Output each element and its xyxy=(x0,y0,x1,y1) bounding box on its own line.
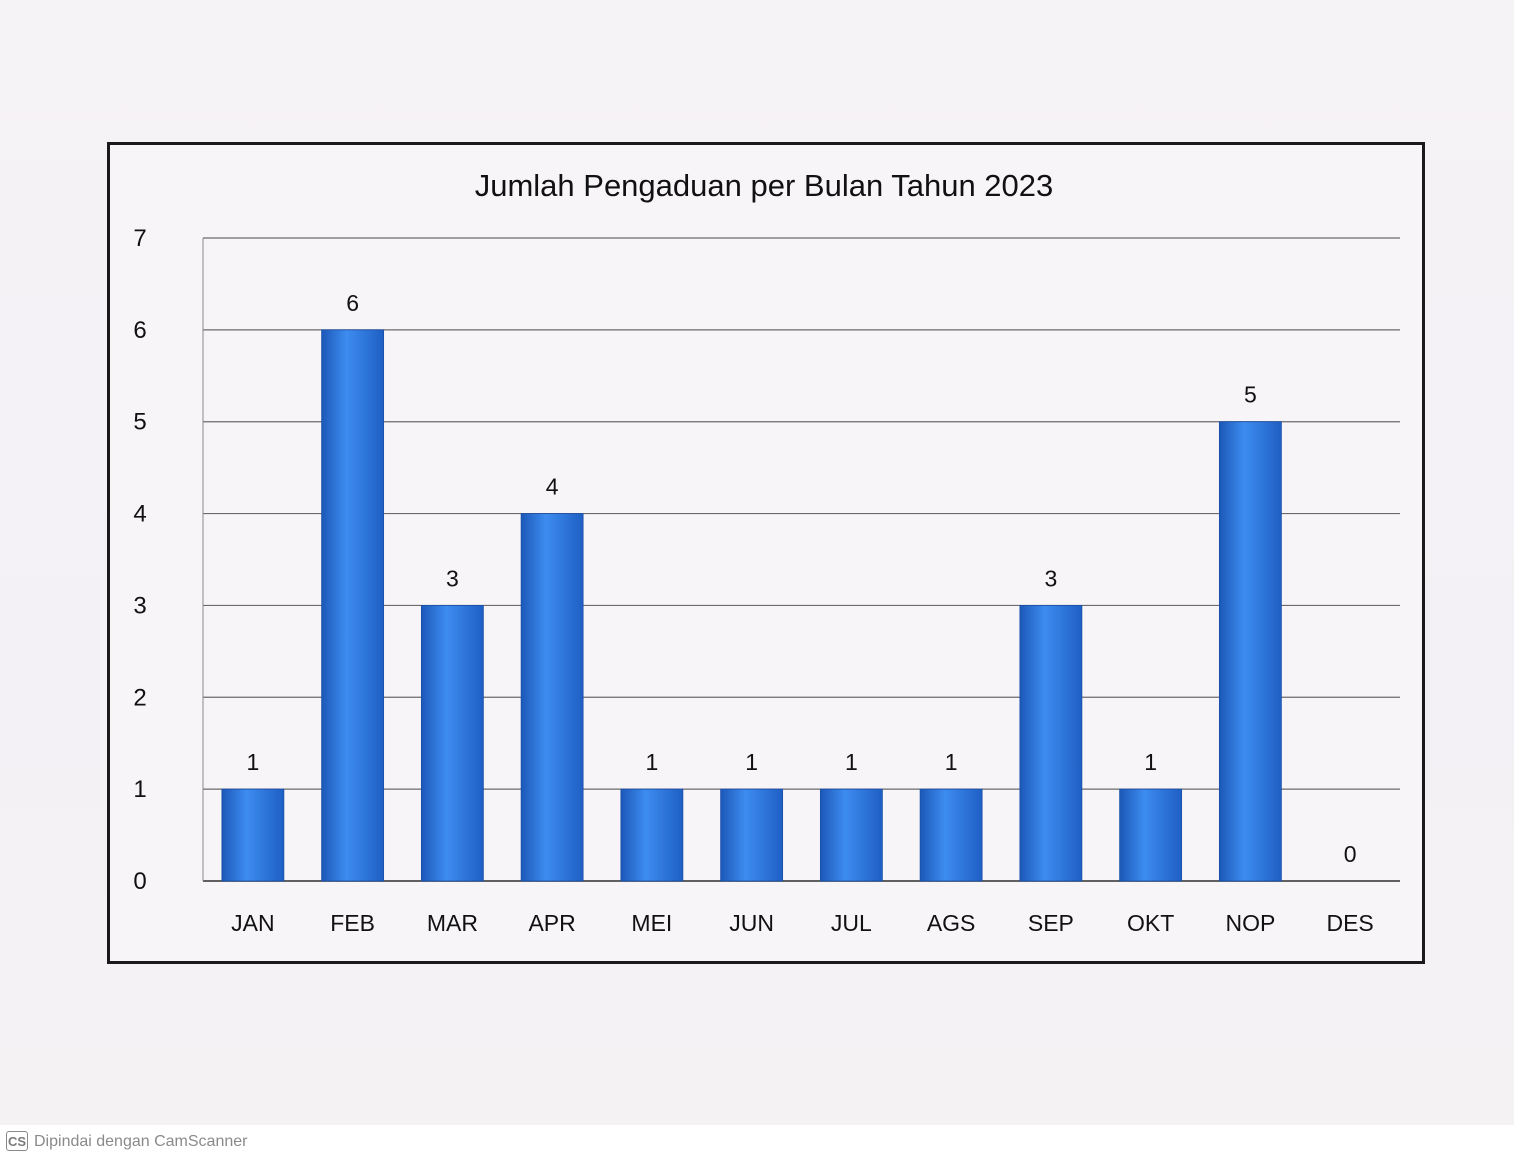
bar-jun xyxy=(720,788,784,882)
bar-chart: Jumlah Pengaduan per Bulan Tahun 2023 01… xyxy=(133,168,1400,936)
bar-mar xyxy=(420,605,484,882)
data-label-nop: 5 xyxy=(1244,382,1257,408)
y-tick-label: 1 xyxy=(133,776,146,803)
bar-apr xyxy=(520,513,584,882)
x-tick-label-apr: APR xyxy=(528,910,575,936)
bar-ags xyxy=(919,788,983,882)
x-axis-ticks: JAN FEB MAR APR MEI JUN JUL AGS SEP OKT NOP DES xyxy=(231,910,1374,936)
y-tick-label: 2 xyxy=(133,684,146,711)
y-tick-label: 5 xyxy=(133,409,146,436)
x-tick-label-des: DES xyxy=(1326,910,1373,936)
bar-jul xyxy=(819,788,883,882)
gridlines xyxy=(202,237,1400,882)
x-tick-label-feb: FEB xyxy=(330,910,375,936)
data-label-sep: 3 xyxy=(1044,565,1057,591)
bar-okt xyxy=(1119,788,1183,882)
x-tick-label-mei: MEI xyxy=(631,910,672,936)
y-tick-label: 3 xyxy=(133,592,146,619)
data-label-apr: 4 xyxy=(546,474,559,500)
data-label-mar: 3 xyxy=(446,565,459,591)
scanner-footer xyxy=(0,1125,1514,1160)
bar-jan xyxy=(221,788,285,882)
data-label-jul: 1 xyxy=(845,749,858,775)
scanner-watermark-text: Dipindai dengan CamScanner xyxy=(34,1133,248,1150)
data-label-feb: 6 xyxy=(346,290,359,316)
chart-title: Jumlah Pengaduan per Bulan Tahun 2023 xyxy=(475,168,1054,203)
data-label-des: 0 xyxy=(1344,841,1357,867)
bar-feb xyxy=(321,329,385,882)
y-tick-label: 7 xyxy=(133,225,146,252)
x-tick-label-jan: JAN xyxy=(231,910,274,936)
x-tick-label-okt: OKT xyxy=(1127,910,1174,936)
y-tick-label: 6 xyxy=(133,317,146,344)
data-labels: 1 6 3 4 1 1 1 1 3 1 5 0 xyxy=(246,290,1356,867)
data-label-jun: 1 xyxy=(745,749,758,775)
bar-mei xyxy=(620,788,684,882)
x-tick-label-mar: MAR xyxy=(427,910,478,936)
data-label-okt: 1 xyxy=(1144,749,1157,775)
bar-sep xyxy=(1019,605,1083,882)
x-tick-label-jun: JUN xyxy=(729,910,774,936)
y-axis-ticks: 0 1 2 3 4 5 6 7 xyxy=(133,225,146,895)
y-tick-label: 4 xyxy=(133,501,146,528)
x-tick-label-jul: JUL xyxy=(831,910,872,936)
bar-nop xyxy=(1218,421,1282,882)
data-label-ags: 1 xyxy=(945,749,958,775)
x-tick-label-sep: SEP xyxy=(1028,910,1074,936)
data-label-jan: 1 xyxy=(246,749,259,775)
x-tick-label-ags: AGS xyxy=(927,910,976,936)
y-tick-label: 0 xyxy=(133,868,146,895)
data-label-mei: 1 xyxy=(645,749,658,775)
bars xyxy=(221,329,1282,882)
camscanner-logo-icon: CS xyxy=(6,1131,28,1151)
x-tick-label-nop: NOP xyxy=(1225,910,1275,936)
